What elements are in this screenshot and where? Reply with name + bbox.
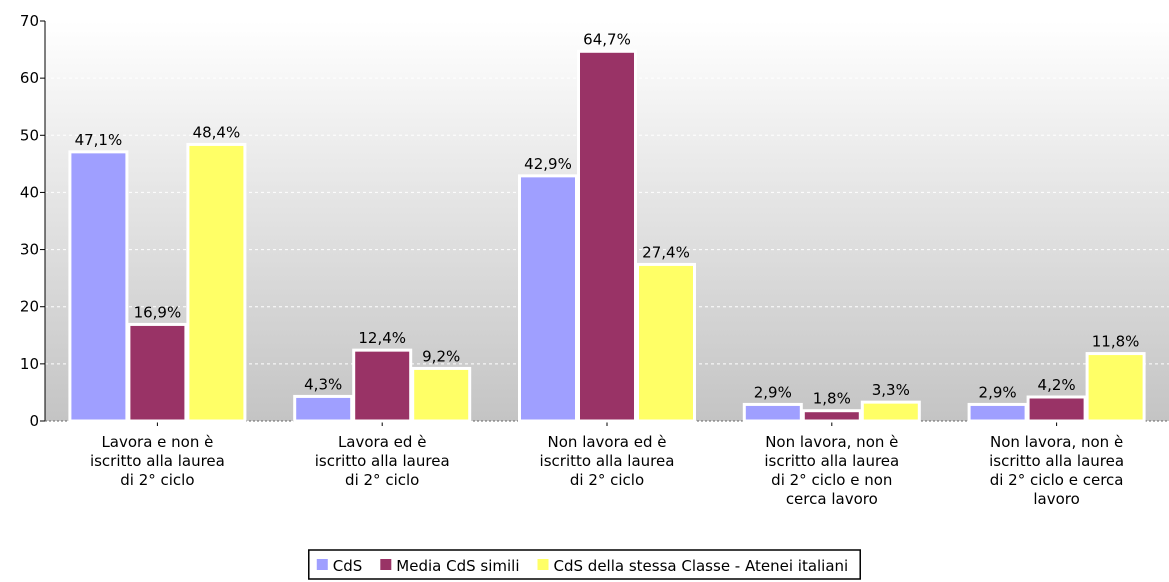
bar <box>577 49 637 423</box>
legend-swatch <box>316 559 328 570</box>
y-tick-label: 40 <box>20 183 39 201</box>
bar <box>127 322 188 423</box>
y-tick-label: 0 <box>29 412 39 430</box>
legend: CdS Media CdS simili CdS della stessa Clas… <box>308 549 861 580</box>
value-label: 11,8% <box>1092 333 1140 351</box>
x-tick-label: Non lavora, non è iscritto alla laurea di … <box>764 433 899 508</box>
x-tick-label: Non lavora, non è iscritto alla laurea di … <box>989 433 1124 508</box>
value-label: 27,4% <box>642 243 690 261</box>
value-label: 2,9% <box>754 383 792 401</box>
value-label: 2,9% <box>979 383 1017 401</box>
bar <box>518 174 578 423</box>
legend-swatch <box>537 559 549 570</box>
value-label: 16,9% <box>134 303 182 321</box>
value-label: 1,8% <box>813 390 851 408</box>
value-label: 3,3% <box>872 381 910 399</box>
bar <box>967 402 1028 423</box>
bar <box>1085 352 1146 423</box>
x-tick-label: Non lavora ed è iscritto alla laurea di 2°… <box>540 433 675 489</box>
y-tick-label: 20 <box>20 298 39 316</box>
value-label: 64,7% <box>583 30 631 48</box>
x-tick-label: Lavora e non è iscritto alla laurea di 2° … <box>90 433 225 489</box>
value-label: 9,2% <box>422 347 460 365</box>
bar <box>860 400 921 423</box>
value-label: 4,2% <box>1038 376 1076 394</box>
bar <box>742 402 803 423</box>
bar <box>801 409 862 423</box>
y-tick-label: 50 <box>20 126 39 144</box>
legend-label: Media CdS simili <box>396 557 519 575</box>
value-label: 42,9% <box>524 155 572 173</box>
bar <box>68 150 129 423</box>
value-label: 47,1% <box>75 131 123 149</box>
bar <box>293 394 354 423</box>
value-label: 12,4% <box>358 329 406 347</box>
value-label: 48,4% <box>193 123 241 141</box>
bar <box>352 348 413 423</box>
legend-label: CdS <box>333 557 363 575</box>
legend-box <box>308 549 861 580</box>
bar <box>1026 395 1087 423</box>
legend-swatch <box>380 559 392 570</box>
value-label: 4,3% <box>304 375 342 393</box>
y-tick-label: 10 <box>20 355 39 373</box>
x-tick-label: Lavora ed è iscritto alla laurea di 2° cic… <box>315 433 450 489</box>
bar <box>186 142 247 423</box>
y-tick-label: 70 <box>20 12 39 30</box>
y-tick-label: 60 <box>20 69 39 87</box>
bar <box>636 262 696 423</box>
y-tick-label: 30 <box>20 241 39 259</box>
legend-label: CdS della stessa Classe - Atenei italian… <box>554 557 849 575</box>
bar <box>411 366 472 423</box>
